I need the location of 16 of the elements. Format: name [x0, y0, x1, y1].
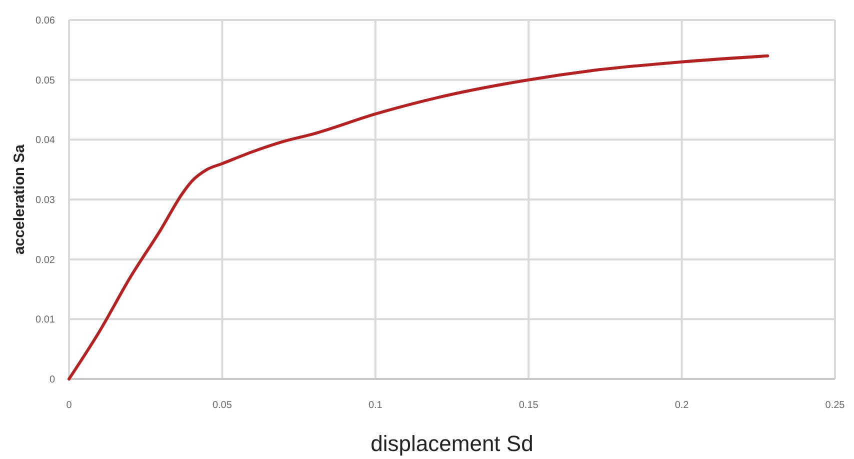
x-axis-title: displacement Sd — [370, 431, 534, 456]
x-tick-label: 0.05 — [212, 400, 232, 411]
y-tick-label: 0 — [49, 374, 56, 386]
y-tick-label: 0.02 — [36, 254, 56, 266]
x-tick-label: 0.1 — [368, 400, 383, 411]
y-tick-label: 0.05 — [36, 75, 56, 86]
line-series — [68, 54, 770, 380]
y-tick-label: 0.03 — [36, 195, 56, 206]
y-tick-label: 0.04 — [36, 135, 56, 146]
y-tick-label: 0.06 — [36, 16, 56, 26]
y-axis-title: acceleration Sa — [11, 144, 28, 255]
x-tick-label: 0.2 — [674, 400, 690, 411]
y-tick-label: 0.01 — [36, 314, 56, 326]
x-tick-label: 0.15 — [518, 400, 539, 411]
x-tick-label: 0 — [66, 400, 72, 411]
x-tick-label: 0.25 — [825, 400, 846, 411]
